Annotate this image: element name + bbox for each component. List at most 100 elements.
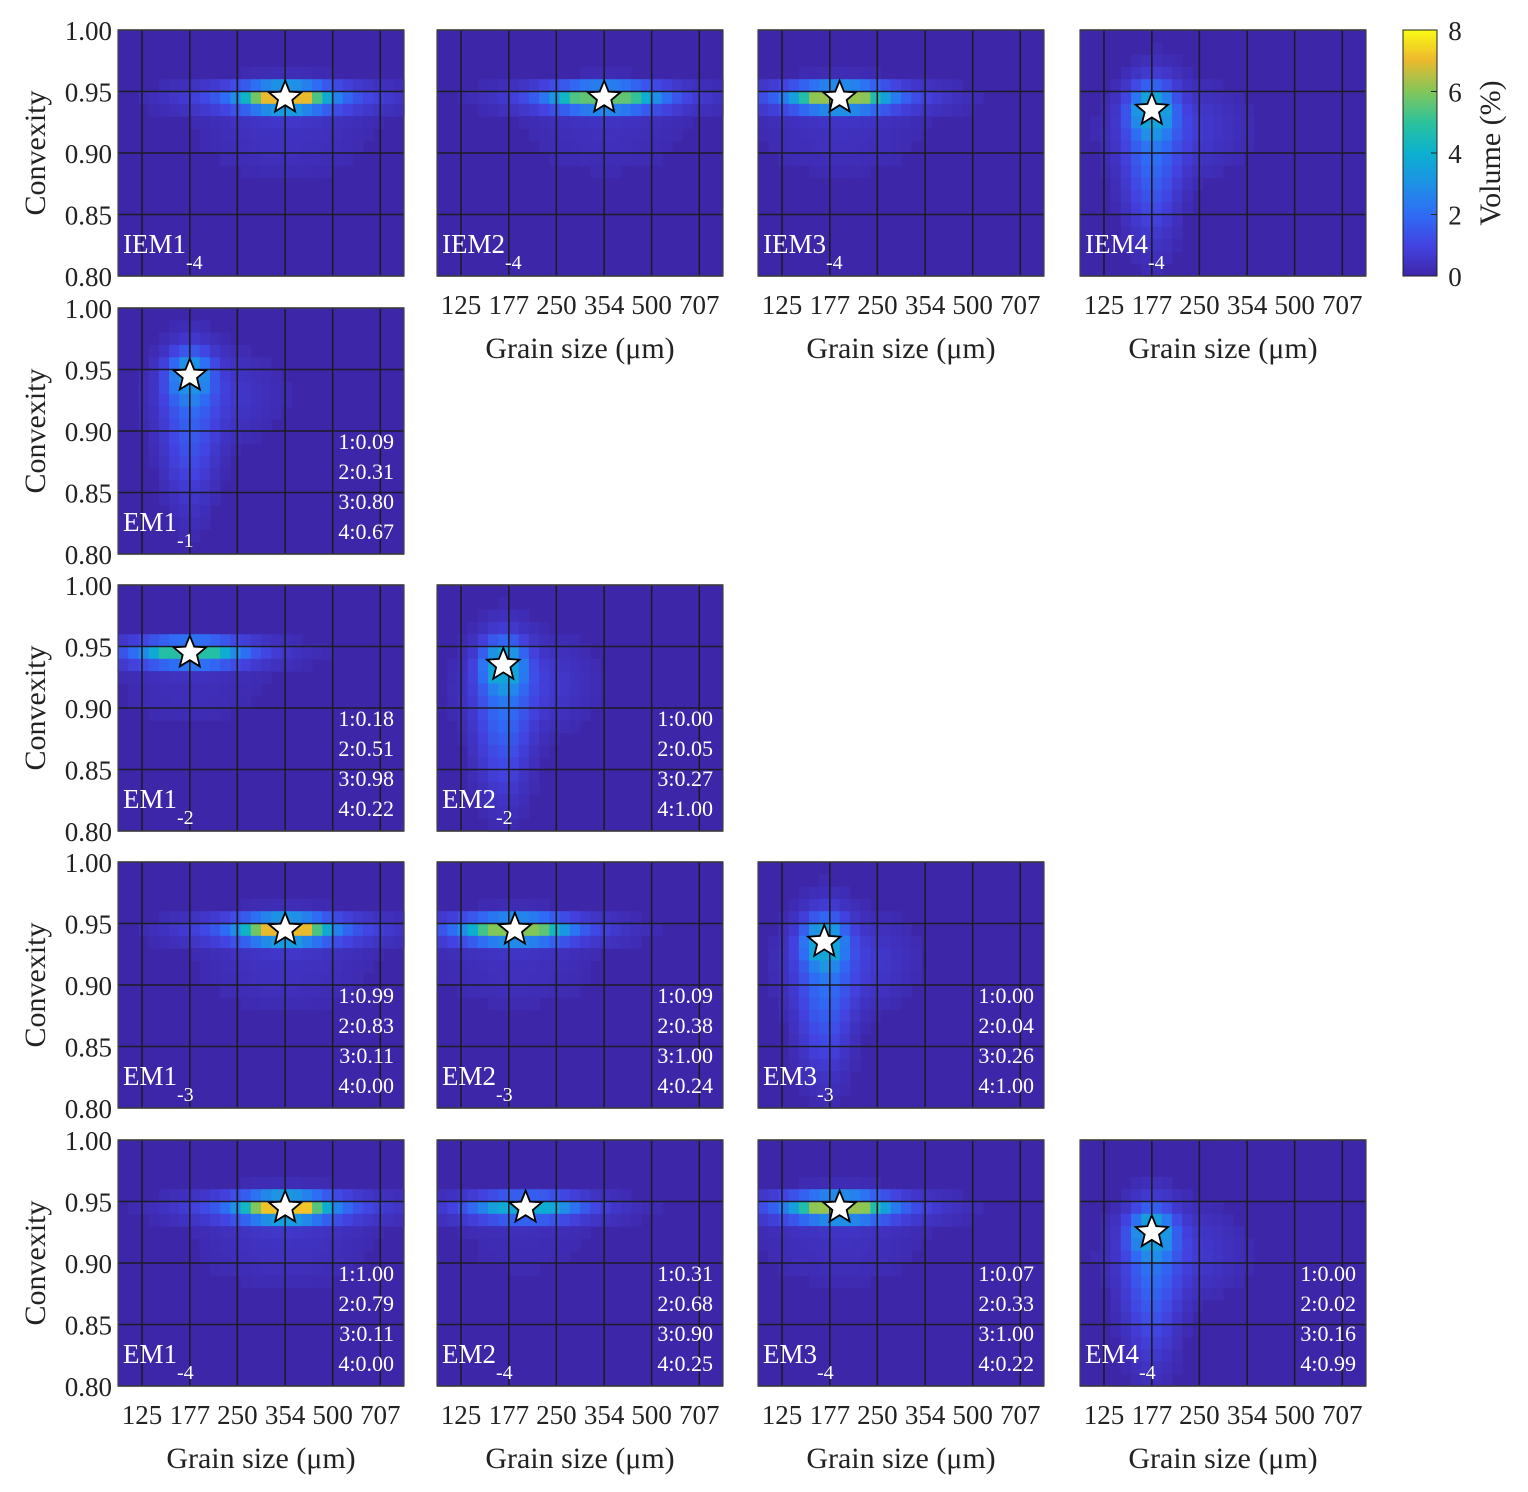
heatmap-cell	[189, 418, 201, 432]
heatmap-cell	[819, 997, 831, 1011]
heatmap-cell	[1151, 1263, 1163, 1276]
heatmap-cell	[1192, 177, 1204, 191]
heatmap-cell	[199, 935, 211, 949]
heatmap-cell	[860, 116, 871, 129]
y-tick-label: 0.80	[65, 540, 112, 570]
heatmap-cell	[778, 91, 790, 105]
heatmap-cell	[941, 103, 953, 117]
heatmap-cell	[209, 1238, 221, 1252]
heatmap-cell	[788, 948, 800, 961]
heatmap-cell	[301, 1250, 313, 1264]
heatmap-cell	[322, 923, 334, 937]
heatmap-cell	[1141, 1312, 1153, 1326]
heatmap-cell	[580, 1226, 591, 1239]
heatmap-cell	[179, 671, 191, 684]
heatmap-cell	[230, 1226, 242, 1239]
x-tick-label: 354	[265, 1400, 306, 1430]
heatmap-cell	[363, 79, 374, 93]
heatmap-cell	[539, 732, 550, 746]
heatmap-cell	[600, 165, 612, 179]
heatmap-cell	[1161, 226, 1173, 240]
heatmap-cell	[590, 153, 602, 166]
y-tick-label: 0.85	[65, 201, 112, 231]
heatmap-cell	[220, 911, 231, 925]
heatmap-cell	[798, 935, 810, 949]
heatmap-cell	[590, 948, 602, 961]
heatmap-cell	[169, 79, 180, 93]
heatmap-cell	[158, 658, 170, 672]
heatmap-cell	[631, 935, 642, 949]
heatmap-cell	[569, 1201, 581, 1215]
heatmap-cell	[169, 455, 180, 469]
heatmap-cell	[291, 79, 303, 93]
heatmap-cell	[250, 898, 262, 912]
heatmap-cell	[819, 165, 831, 179]
heatmap-cell	[457, 91, 469, 105]
heatmap-cell	[508, 103, 520, 117]
heatmap-cell	[1141, 54, 1153, 68]
panel-weight-text: 3:0.16	[1300, 1321, 1356, 1346]
heatmap-cell	[271, 394, 283, 407]
heatmap-cell	[788, 1058, 800, 1072]
x-tick-label: 177	[1132, 1400, 1173, 1430]
heatmap-cell	[641, 116, 653, 129]
heatmap-cell	[322, 91, 334, 105]
heatmap-cell	[240, 972, 252, 986]
heatmap-cell	[539, 744, 550, 758]
heatmap-cell	[488, 769, 499, 783]
colorbar-label: Volume (%)	[1474, 80, 1507, 225]
panel-label: IEM2-4	[442, 229, 522, 274]
heatmap-cell	[488, 948, 499, 961]
panel-weight-text: 4:0.22	[338, 796, 394, 821]
heatmap-cell	[199, 972, 211, 986]
heatmap-cell	[870, 66, 882, 80]
heatmap-cell	[148, 658, 160, 672]
heatmap-cell	[457, 960, 469, 974]
heatmap-cell	[488, 1213, 499, 1227]
heatmap-cell	[467, 683, 479, 697]
heatmap-cell	[518, 960, 530, 974]
panel-border	[117, 1139, 405, 1387]
x-tick-label: 177	[810, 290, 851, 320]
heatmap-cell	[488, 806, 499, 820]
heatmap-cell	[941, 1213, 953, 1227]
heatmap-cell	[849, 79, 861, 93]
heatmap-cell	[498, 634, 510, 648]
heatmap-cell	[1151, 153, 1163, 166]
heatmap-cell	[1202, 91, 1214, 105]
heatmap-cell	[220, 1189, 231, 1203]
panel-label: IEM3-4	[763, 229, 843, 274]
heatmap-cell	[312, 1250, 323, 1264]
heatmap-cell	[498, 79, 510, 93]
heatmap-cell	[549, 116, 561, 129]
heatmap-cell	[271, 960, 283, 974]
heatmap-cell	[498, 732, 510, 746]
heatmap-cell	[580, 708, 591, 721]
heatmap-cell	[383, 1213, 395, 1227]
heatmap-cell	[457, 985, 469, 998]
heatmap-cell	[261, 116, 272, 129]
heatmap-cell	[332, 79, 344, 93]
heatmap-cell	[1161, 165, 1173, 179]
heatmap-cell	[209, 91, 221, 105]
heatmap-cell	[261, 960, 272, 974]
heatmap-cell	[179, 517, 191, 530]
heatmap-cell	[880, 140, 892, 154]
heatmap-cell	[301, 1226, 313, 1239]
heatmap-cell	[467, 960, 479, 974]
heatmap-cell	[281, 1250, 293, 1264]
heatmap-cell	[849, 91, 861, 105]
panel-label: EM2-4	[442, 1339, 513, 1384]
heatmap-cell	[600, 103, 612, 117]
heatmap-cell	[559, 948, 571, 961]
heatmap-cell	[1110, 140, 1122, 154]
heatmap-cell	[620, 1201, 632, 1215]
heatmap-cell	[250, 972, 262, 986]
heatmap-cell	[1100, 1275, 1112, 1289]
heatmap-cell	[819, 140, 831, 154]
heatmap-cell	[373, 1213, 385, 1227]
heatmap-cell	[661, 103, 673, 117]
heatmap-cell	[230, 406, 242, 420]
heatmap-cell	[250, 948, 262, 961]
heatmap-cell	[352, 960, 364, 974]
